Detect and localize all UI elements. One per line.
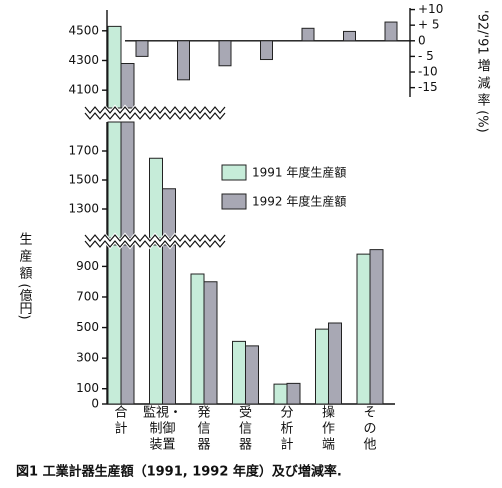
growth-bar bbox=[384, 21, 398, 42]
growth-bar bbox=[343, 30, 356, 42]
bar bbox=[356, 253, 371, 405]
y-tick-label: 1500 bbox=[68, 173, 99, 187]
growth-bar bbox=[260, 40, 273, 61]
x-tick-label: 器 bbox=[239, 438, 252, 453]
bar bbox=[286, 382, 301, 405]
x-tick-label: 装置 bbox=[149, 438, 175, 453]
axis-break-gap bbox=[82, 232, 228, 250]
bar bbox=[149, 157, 163, 405]
y-tick-label: 900 bbox=[76, 259, 99, 273]
y-tick-label: 0 bbox=[91, 397, 99, 411]
bar bbox=[107, 25, 122, 405]
bar bbox=[273, 383, 288, 405]
x-tick-label: 他 bbox=[363, 438, 376, 453]
y-axis-label: 生 産 額 (億円) bbox=[17, 232, 33, 320]
growth-bar bbox=[177, 40, 190, 81]
legend-swatch bbox=[221, 193, 247, 210]
x-tick-label: 信 bbox=[197, 422, 210, 437]
growth-bar bbox=[218, 40, 232, 67]
y-tick-label: 100 bbox=[76, 381, 99, 395]
y2-tick-label: 0 bbox=[418, 33, 426, 47]
bar bbox=[162, 188, 176, 405]
bar bbox=[232, 340, 246, 405]
x-tick-label: 発 bbox=[197, 406, 210, 421]
y2-tick-label: +10 bbox=[418, 2, 443, 16]
y-tick-label: 4100 bbox=[68, 83, 99, 97]
y-tick-label: 1300 bbox=[68, 202, 99, 216]
x-tick-label: 受 bbox=[239, 406, 252, 421]
y2-tick-label: -15 bbox=[418, 80, 438, 94]
x-tick-label: そ bbox=[363, 406, 376, 421]
axis-break bbox=[84, 240, 226, 248]
bar bbox=[369, 249, 384, 405]
y-tick-label: 500 bbox=[76, 320, 99, 334]
axis-break-gap bbox=[82, 104, 228, 122]
legend-label: 1992 年度生産額 bbox=[252, 194, 346, 209]
x-tick-label: 端 bbox=[322, 438, 335, 453]
x-tick-label: 分 bbox=[280, 406, 293, 421]
y2-tick-label: + 5 bbox=[418, 18, 440, 32]
y2-tick-label: - 5 bbox=[418, 49, 434, 63]
y2-tick-label: -10 bbox=[418, 65, 438, 79]
x-tick-label: 制御 bbox=[149, 422, 175, 437]
legend-label: 1991 年度生産額 bbox=[252, 165, 346, 180]
x-tick-label: 操 bbox=[322, 405, 335, 421]
legend-swatch bbox=[221, 164, 247, 181]
bar bbox=[120, 62, 135, 405]
x-tick-label: 計 bbox=[280, 437, 293, 453]
y-tick-label: 300 bbox=[76, 351, 99, 365]
axis-break bbox=[84, 112, 226, 120]
growth-bar bbox=[135, 40, 149, 57]
x-tick-label: 器 bbox=[197, 438, 210, 453]
x-tick-label: 合 bbox=[114, 406, 127, 421]
x-tick-label: 作 bbox=[322, 422, 335, 437]
bar bbox=[190, 273, 205, 405]
x-tick-label: 計 bbox=[114, 421, 127, 437]
y2-axis-label: '92/'91 増 減 率 (%) bbox=[475, 10, 491, 133]
y-tick-label: 4300 bbox=[68, 53, 99, 67]
bar bbox=[315, 328, 329, 405]
axis-break bbox=[84, 234, 226, 242]
y-tick-label: 4500 bbox=[68, 23, 99, 37]
x-tick-label: 信 bbox=[239, 422, 252, 437]
axis-break bbox=[84, 106, 226, 114]
caption: 図1 工業計器生産額（1991, 1992 年度）及び増減率. bbox=[16, 464, 342, 480]
x-tick-label: 監視・ bbox=[143, 405, 182, 421]
bar bbox=[328, 322, 342, 405]
y-tick-label: 1700 bbox=[68, 144, 99, 158]
x-tick-label: の bbox=[363, 422, 376, 437]
x-tick-label: 析 bbox=[280, 422, 293, 437]
bar bbox=[203, 281, 218, 405]
growth-bar bbox=[301, 27, 315, 42]
y-tick-label: 700 bbox=[76, 289, 99, 303]
bar bbox=[245, 345, 259, 405]
